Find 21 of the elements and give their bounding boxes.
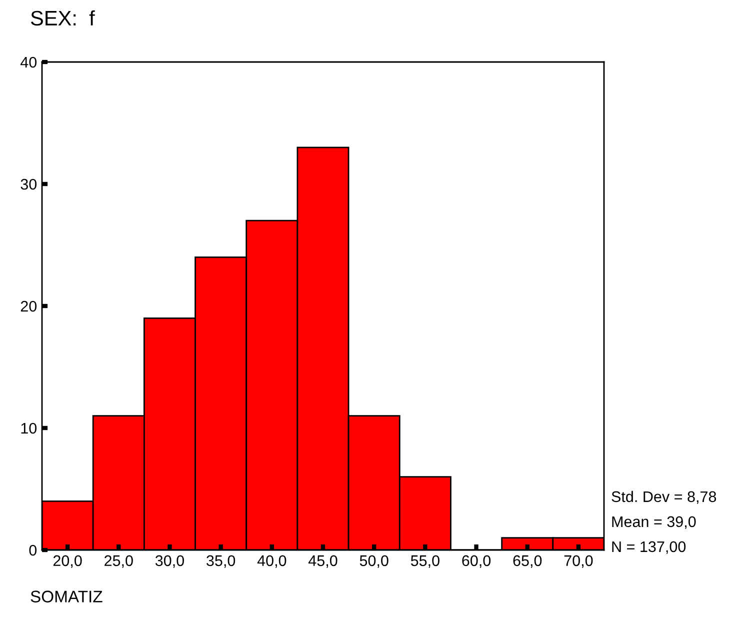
x-tick-label: 25,0: [104, 555, 133, 568]
y-tick-label: 20: [20, 300, 37, 312]
x-tick-label: 50,0: [360, 555, 388, 568]
y-tick-label: 0: [29, 544, 37, 556]
x-tick-label: 20,0: [53, 555, 82, 568]
x-tick-label: 65,0: [513, 555, 542, 568]
x-tick-label: 45,0: [308, 555, 338, 568]
text: Mean = 39,0: [612, 516, 696, 529]
text: Std. Dev = 8,78: [612, 490, 716, 504]
chart-title: SEX: f: [30, 10, 95, 26]
y-tick-label: 40: [20, 56, 37, 68]
y-tick-label: 30: [20, 178, 37, 190]
x-tick-label: 70,0: [564, 555, 593, 568]
x-tick-label: 30,0: [155, 555, 184, 568]
x-tick-label: 55,0: [410, 555, 440, 568]
text: N = 137,00: [612, 541, 686, 554]
x-tick-label: 35,0: [206, 555, 236, 568]
y-tick-label: 10: [21, 422, 37, 434]
x-axis-title: SOMATIZ: [30, 590, 102, 602]
x-tick-label: 60,0: [462, 555, 491, 568]
x-tick-label: 40,0: [257, 555, 286, 568]
